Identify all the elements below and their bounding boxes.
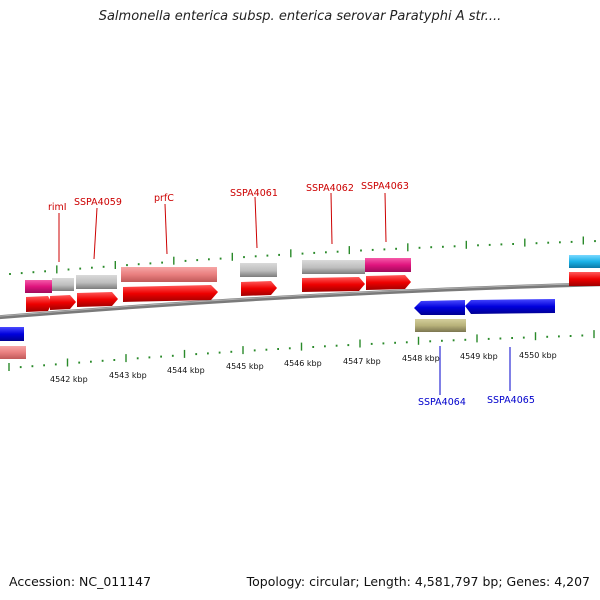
gene-box-SSPA4059[interactable] <box>76 275 117 289</box>
genome-backbone-highlight <box>0 282 600 317</box>
tick-label-4543: 4543 kbp <box>109 371 147 380</box>
reverse-strand-cds <box>0 299 555 341</box>
gene-box-pink-left[interactable] <box>0 346 26 359</box>
gene-label-SSPA4062[interactable]: SSPA4062 <box>306 183 354 194</box>
tick-label-4545: 4545 kbp <box>226 362 264 371</box>
inner-tick-row <box>8 330 595 371</box>
gene-label-SSPA4064[interactable]: SSPA4064 <box>418 397 466 408</box>
gene-box-SSPA4063[interactable] <box>365 258 411 272</box>
tick-label-4544: 4544 kbp <box>167 366 205 375</box>
leader-line-SSPA4062 <box>330 192 333 245</box>
cds-arrow-SSPA4064[interactable] <box>414 300 465 315</box>
tick-label-4546: 4546 kbp <box>284 359 322 368</box>
gene-box-SSPA4061[interactable] <box>240 263 277 277</box>
cds-arrow-SSPA4063[interactable] <box>366 275 411 290</box>
cds-arrow-SSPA4059[interactable] <box>77 292 118 307</box>
forward-strand-cds <box>26 272 600 312</box>
bottom-gene-labels: SSPA4064 SSPA4065 <box>418 346 535 408</box>
gene-label-SSPA4063[interactable]: SSPA4063 <box>361 181 409 192</box>
tick-label-4549: 4549 kbp <box>460 352 498 361</box>
cds-arrow-SSPA4065[interactable] <box>465 299 555 314</box>
gene-label-SSPA4059[interactable]: SSPA4059 <box>74 197 122 208</box>
tick-label-4547: 4547 kbp <box>343 357 381 366</box>
leader-line-prfC <box>164 203 168 255</box>
axis-tick-labels: 4542 kbp 4543 kbp 4544 kbp 4545 kbp 4546… <box>50 351 557 384</box>
cds-arrow-SSPA4061[interactable] <box>241 281 277 296</box>
gene-box-rimI[interactable] <box>52 278 74 291</box>
gene-box-magenta[interactable] <box>25 280 52 293</box>
cds-arrow-rimI[interactable] <box>50 295 76 310</box>
gene-box-olive[interactable] <box>415 319 466 332</box>
genome-summary-text: Topology: circular; Length: 4,581,797 bp… <box>246 574 590 589</box>
gene-label-prfC[interactable]: prfC <box>154 193 174 204</box>
tick-label-4542: 4542 kbp <box>50 375 88 384</box>
accession-text: Accession: NC_011147 <box>9 574 152 589</box>
tick-label-4550: 4550 kbp <box>519 351 557 360</box>
gene-label-SSPA4065[interactable]: SSPA4065 <box>487 395 535 406</box>
cds-arrow-prfC[interactable] <box>123 285 218 302</box>
outer-tick-row <box>9 236 596 275</box>
gene-label-rimI[interactable]: rimI <box>48 202 67 213</box>
gene-box-SSPA4062[interactable] <box>302 260 365 274</box>
tick-label-4548: 4548 kbp <box>402 354 440 363</box>
leader-line-SSPA4061 <box>254 196 258 249</box>
cds-box-red-edge[interactable] <box>569 272 600 286</box>
map-title: Salmonella enterica subsp. enterica sero… <box>98 9 502 24</box>
gene-box-cyan-edge[interactable] <box>569 255 600 268</box>
cds-arrow-SSPA4062[interactable] <box>302 277 365 292</box>
top-gene-labels: rimI SSPA4059 prfC SSPA4061 SSPA4062 SSP… <box>48 181 409 262</box>
cds-arrow-forward[interactable] <box>26 296 52 312</box>
gene-label-SSPA4061[interactable]: SSPA4061 <box>230 188 278 199</box>
gene-box-prfC[interactable] <box>121 267 217 282</box>
leader-line-SSPA4059 <box>93 207 98 260</box>
genome-backbone <box>0 282 600 320</box>
gene-row-upper <box>0 255 600 359</box>
leader-line-SSPA4063 <box>384 192 387 243</box>
cds-box-blue-left[interactable] <box>0 327 24 341</box>
